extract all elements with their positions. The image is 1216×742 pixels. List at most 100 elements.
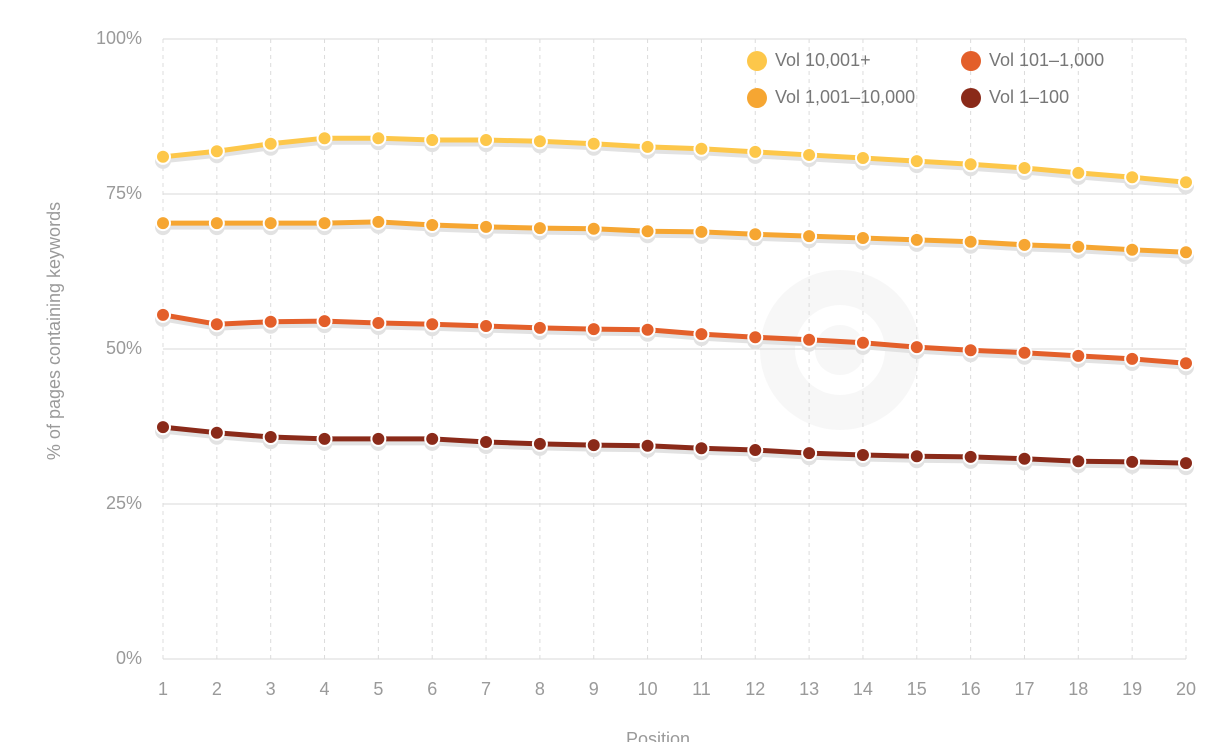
point — [962, 156, 979, 173]
point — [370, 130, 387, 147]
point — [801, 228, 818, 245]
y-tick-label: 25% — [106, 493, 142, 513]
point — [1016, 159, 1033, 176]
x-tick-label: 13 — [799, 679, 819, 699]
x-tick-label: 19 — [1122, 679, 1142, 699]
point — [585, 135, 602, 152]
legend-marker — [747, 51, 767, 71]
legend-marker — [747, 88, 767, 108]
series — [155, 419, 1194, 472]
x-tick-label: 4 — [320, 679, 330, 699]
point — [854, 334, 871, 351]
point — [693, 140, 710, 157]
x-tick-label: 8 — [535, 679, 545, 699]
point — [854, 150, 871, 167]
legend-label: Vol 1,001–10,000 — [775, 87, 915, 107]
point — [693, 326, 710, 343]
x-tick-label: 15 — [907, 679, 927, 699]
line — [162, 312, 1187, 366]
point — [531, 435, 548, 452]
point — [316, 313, 333, 330]
x-tick-label: 1 — [158, 679, 168, 699]
point — [801, 331, 818, 348]
point — [908, 153, 925, 170]
point — [478, 434, 495, 450]
point — [208, 316, 225, 333]
legend-label: Vol 101–1,000 — [989, 50, 1104, 70]
point — [316, 430, 333, 447]
x-tick-label: 9 — [589, 679, 599, 699]
x-tick-label: 5 — [373, 679, 383, 699]
x-tick-label: 10 — [638, 679, 658, 699]
point — [585, 437, 602, 454]
point — [262, 135, 279, 152]
point — [854, 447, 871, 464]
x-tick-label: 11 — [692, 679, 711, 699]
x-tick-label: 18 — [1068, 679, 1088, 699]
point — [1016, 236, 1033, 253]
point — [1178, 455, 1194, 472]
point — [747, 226, 764, 243]
legend-marker — [961, 88, 981, 108]
point — [801, 146, 818, 163]
point — [208, 424, 225, 441]
point — [208, 215, 225, 232]
point — [155, 215, 171, 232]
point — [208, 143, 225, 160]
series — [155, 130, 1194, 191]
point — [1070, 453, 1087, 470]
point — [424, 430, 441, 447]
y-tick-label: 50% — [106, 338, 142, 358]
x-tick-label: 2 — [212, 679, 222, 699]
series — [155, 306, 1194, 372]
point — [531, 220, 548, 237]
x-tick-label: 14 — [853, 679, 873, 699]
x-tick-label: 6 — [427, 679, 437, 699]
legend-marker — [961, 51, 981, 71]
point — [478, 218, 495, 235]
point — [747, 143, 764, 160]
point — [1124, 453, 1141, 470]
point — [1178, 355, 1194, 372]
point — [316, 130, 333, 147]
y-tick-label: 0% — [116, 648, 142, 668]
point — [531, 319, 548, 336]
point — [1070, 238, 1087, 255]
x-tick-label: 16 — [961, 679, 981, 699]
point — [424, 132, 441, 149]
point — [585, 220, 602, 237]
x-tick-label: 7 — [481, 679, 491, 699]
point — [262, 215, 279, 232]
y-tick-label: 75% — [106, 183, 142, 203]
point — [585, 321, 602, 338]
point — [908, 339, 925, 356]
point — [424, 217, 441, 233]
point — [1124, 169, 1141, 186]
watermark — [760, 270, 920, 430]
point — [962, 233, 979, 250]
x-axis-label: Position — [626, 729, 690, 742]
point — [1070, 347, 1087, 364]
point — [1124, 241, 1141, 258]
point — [747, 329, 764, 346]
point — [1016, 344, 1033, 361]
x-tick-label: 20 — [1176, 679, 1196, 699]
point — [962, 448, 979, 465]
point — [639, 321, 656, 338]
line — [162, 135, 1187, 185]
legend-label: Vol 10,001+ — [775, 50, 871, 70]
point — [370, 213, 387, 230]
point — [370, 430, 387, 447]
x-tick-label: 3 — [266, 679, 276, 699]
point — [693, 440, 710, 457]
y-axis-label: % of pages containing keywords — [44, 202, 64, 460]
point — [1070, 164, 1087, 181]
point — [155, 306, 171, 323]
point — [155, 419, 171, 436]
point — [639, 223, 656, 240]
line — [163, 219, 1187, 255]
x-tick-label: 12 — [745, 679, 765, 699]
point — [1178, 244, 1194, 261]
